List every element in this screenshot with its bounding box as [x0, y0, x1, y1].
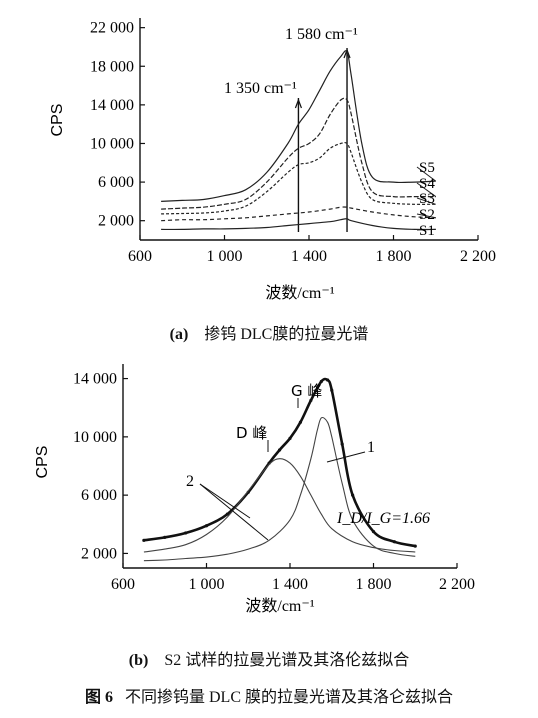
caption-a-text: 掺钨 DLC膜的拉曼光谱 — [204, 326, 369, 343]
chart-a-x-tick-label: 1 800 — [376, 248, 412, 265]
chart-b: 2 000 6 000 10 000 14 000 600 1 000 1 400 1 800… — [34, 364, 475, 615]
caption-a: (a) 掺钨 DLC膜的拉曼光谱 — [0, 320, 538, 344]
chart-b-data-point — [163, 535, 167, 540]
chart-a-series-label: S3 — [419, 191, 435, 207]
chart-b-leader-lines — [199, 398, 366, 541]
caption-b-id: (b) — [128, 652, 149, 669]
chart-a-series-line — [161, 206, 436, 222]
chart-b-data-point — [325, 378, 330, 382]
chart-a-peak-arrow — [343, 48, 351, 59]
chart-b-data-point — [277, 448, 282, 452]
chart-a: 2 000 6 000 10 000 14 000 18 000 22 000 600 1 0… — [49, 18, 496, 302]
chart-b-data-point — [142, 538, 146, 542]
caption-a-id: (a) — [169, 326, 189, 343]
chart-b-series — [142, 377, 417, 562]
chart-a-series-line — [161, 50, 436, 202]
caption-b-text: S2 试样的拉曼光谱及其洛伦兹拟合 — [164, 652, 410, 669]
chart-b-intensity-ratio: I_D/I_G=1.66 — [336, 510, 430, 527]
chart-b-data-point — [184, 531, 188, 535]
figure-caption-text: 不同掺钨量 DLC 膜的拉曼光谱及其洛仑兹拟合 — [125, 689, 454, 706]
chart-a-x-tick-label: 1 400 — [291, 248, 327, 265]
chart-b-data-point — [351, 493, 355, 497]
chart-b-data-point — [309, 398, 313, 403]
chart-b-label-1: 1 — [367, 439, 375, 456]
chart-a-series-leader — [416, 166, 437, 182]
chart-b-lorentz-fit — [143, 458, 416, 553]
chart-a-x-tick-label: 600 — [128, 248, 152, 265]
chart-a-series-line — [161, 141, 436, 215]
chart-a-series-leader — [416, 213, 436, 219]
chart-a-series-leader — [416, 197, 436, 205]
chart-b-x-tick-label: 1 800 — [356, 576, 392, 593]
chart-b-leader-1 — [326, 451, 366, 463]
chart-a-y-axis-label: CPS — [49, 104, 66, 137]
chart-a-series-line — [161, 218, 436, 231]
chart-b-y-axis-label: CPS — [34, 446, 51, 479]
chart-b-x-tick-label: 600 — [111, 576, 135, 593]
chart-b-data-point — [340, 442, 344, 446]
chart-a-x-tick-label: 2 200 — [460, 248, 496, 265]
chart-b-leader-2a — [199, 483, 251, 519]
chart-b-data-point — [225, 512, 229, 516]
chart-b-data-point — [288, 436, 292, 440]
figure-caption-id: 图 6 — [84, 689, 113, 706]
chart-a-y-tick-label: 14 000 — [90, 97, 134, 114]
chart-b-ticks: 2 000 6 000 10 000 14 000 600 1 000 1 400 1 800… — [73, 371, 475, 593]
chart-b-x-axis-label: 波数/cm⁻¹ — [245, 597, 314, 615]
chart-a-series-leader — [416, 228, 436, 231]
chart-b-data-point — [204, 524, 209, 528]
chart-a-series-label: S4 — [419, 176, 435, 192]
figure-caption: 图 6 不同掺钨量 DLC 膜的拉曼光谱及其洛仑兹拟合 — [0, 683, 538, 707]
chart-b-y-tick-label: 14 000 — [73, 371, 117, 388]
chart-a-y-tick-label: 18 000 — [90, 58, 134, 75]
chart-a-series-leader — [416, 182, 437, 197]
chart-a-y-tick-label: 22 000 — [90, 20, 134, 37]
chart-a-x-axis-label: 波数/cm⁻¹ — [265, 284, 334, 302]
chart-b-data-point — [392, 540, 396, 544]
chart-a-ticks: 2 000 6 000 10 000 14 000 18 000 22 000 600 1 0… — [90, 20, 496, 265]
chart-b-y-tick-label: 10 000 — [73, 429, 117, 446]
chart-a-series-line — [161, 97, 436, 210]
chart-b-data-point — [330, 388, 334, 392]
chart-a-peak-arrow — [294, 98, 302, 109]
chart-b-lorentz-fit — [143, 416, 416, 562]
chart-b-x-tick-label: 2 200 — [439, 576, 475, 593]
chart-b-data-point — [371, 529, 376, 534]
chart-b-y-tick-label: 2 000 — [81, 545, 117, 562]
chart-a-y-tick-label: 2 000 — [98, 213, 134, 230]
chart-b-d-peak-label: D 峰 — [236, 424, 267, 442]
chart-b-data-point — [319, 379, 323, 384]
caption-b: (b) S2 试样的拉曼光谱及其洛伦兹拟合 — [0, 646, 538, 670]
chart-a-series-label: S1 — [419, 223, 435, 239]
chart-a-peak-markers — [294, 48, 351, 232]
chart-a-y-tick-label: 10 000 — [90, 135, 134, 152]
chart-b-data-point — [298, 420, 303, 424]
chart-a-annotation-1350: 1 350 cm⁻¹ — [224, 80, 297, 97]
chart-a-x-tick-label: 1 000 — [207, 248, 243, 265]
chart-b-x-tick-label: 1 000 — [189, 576, 225, 593]
chart-a-series-label: S2 — [419, 207, 435, 223]
chart-b-data-point — [413, 544, 417, 548]
chart-a-annotation-1580: 1 580 cm⁻¹ — [285, 26, 358, 43]
chart-a-series-label: S5 — [419, 160, 435, 176]
chart-a-y-tick-label: 6 000 — [98, 174, 134, 191]
chart-b-x-tick-label: 1 400 — [272, 576, 308, 593]
chart-b-leader-2b — [199, 483, 269, 541]
chart-b-y-tick-label: 6 000 — [81, 487, 117, 504]
chart-b-label-2: 2 — [186, 473, 194, 490]
chart-b-g-peak-label: G 峰 — [291, 382, 322, 400]
